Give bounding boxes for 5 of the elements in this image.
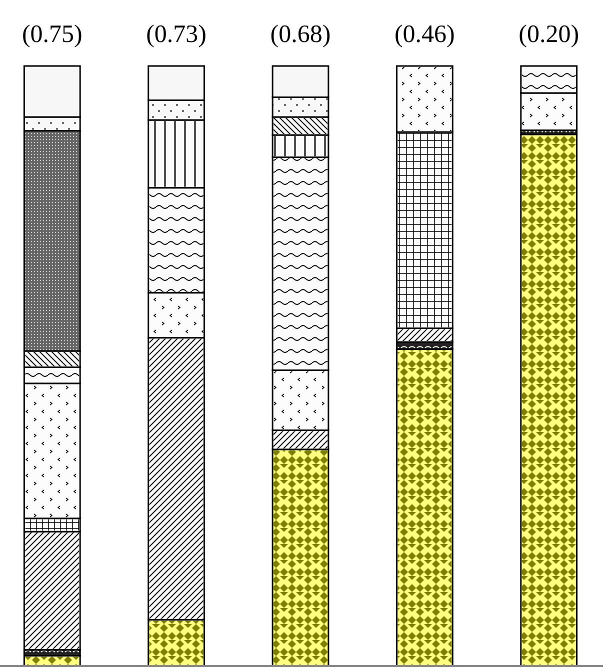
text: (0.73) <box>146 21 207 48</box>
text: (0.68) <box>270 21 331 48</box>
text: (0.75) <box>22 21 82 48</box>
text: (0.20) <box>518 21 580 48</box>
text: (0.46) <box>394 21 455 48</box>
